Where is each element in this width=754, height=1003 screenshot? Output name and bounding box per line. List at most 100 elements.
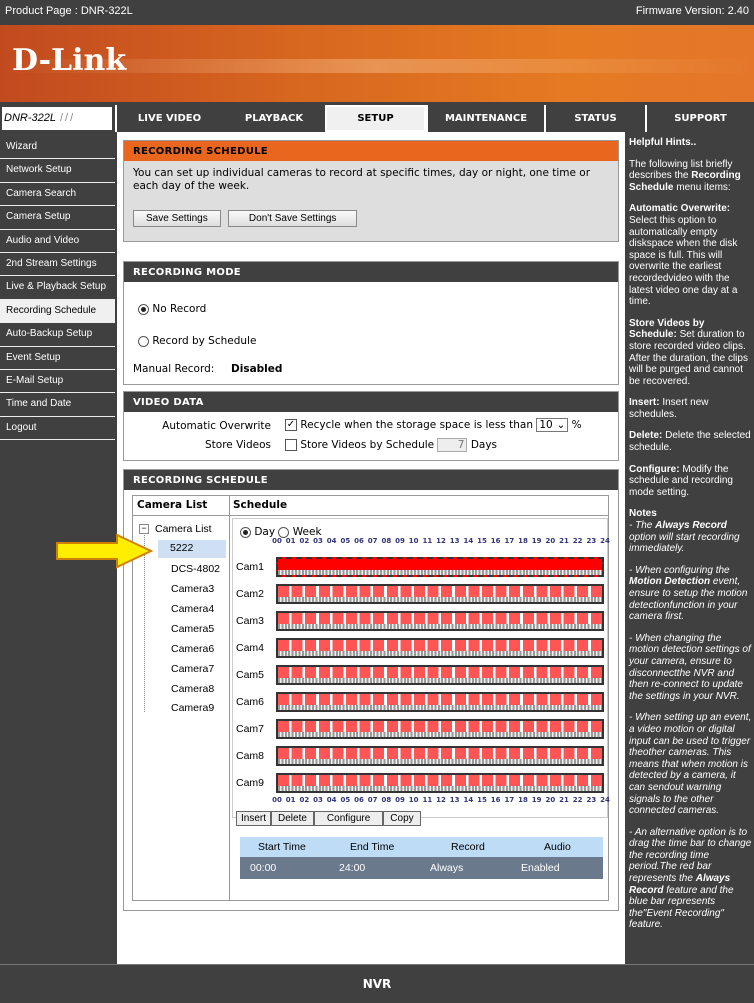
hour-tick: 02	[299, 537, 310, 545]
cell-audio: Enabled	[521, 862, 560, 874]
camera-item[interactable]: Camera5	[171, 623, 215, 635]
intro-panel: RECORDING SCHEDULE You can set up indivi…	[123, 140, 619, 242]
hour-tick: 15	[477, 537, 487, 545]
sidebar-item-audio-video[interactable]: Audio and Video	[0, 230, 115, 253]
sidebar-item-event-setup[interactable]: Event Setup	[0, 347, 115, 370]
time-bar-cam7[interactable]	[276, 719, 604, 739]
camera-item[interactable]: Camera9	[171, 702, 215, 714]
hour-tick: 01	[285, 537, 296, 545]
hints-title: Helpful Hints..	[629, 137, 697, 148]
time-bar-cam1[interactable]	[276, 557, 604, 577]
store-videos-label: Store Videos	[205, 439, 271, 451]
day-label: Day	[254, 526, 276, 538]
hour-tick: 03	[313, 537, 323, 545]
hour-tick: 24	[600, 537, 610, 545]
hint-overwrite: Automatic Overwrite: Select this option …	[629, 203, 738, 308]
hour-tick: 23	[586, 537, 597, 545]
chevron-down-icon: ⌄	[556, 419, 566, 431]
dont-save-settings-button[interactable]: Don't Save Settings	[227, 210, 358, 227]
tab-live-video[interactable]: LIVE VIDEO	[115, 105, 222, 132]
col-record: Record	[451, 841, 485, 853]
top-nav: DNR-322L/// LIVE VIDEO PLAYBACK SETUP MA…	[0, 105, 754, 132]
configure-button[interactable]: Configure	[313, 811, 384, 826]
hour-tick: 06	[354, 537, 364, 545]
banner: D-Link	[0, 25, 754, 102]
footer: NVR	[0, 964, 754, 1002]
sidebar-item-auto-backup[interactable]: Auto-Backup Setup	[0, 323, 115, 347]
collapse-icon[interactable]: −	[139, 524, 149, 534]
sidebar-item-2nd-stream[interactable]: 2nd Stream Settings	[0, 253, 115, 277]
camera-item-selected[interactable]: 5222	[158, 540, 226, 558]
delete-button[interactable]: Delete	[271, 811, 314, 826]
days-input[interactable]: 7	[437, 438, 468, 452]
manual-record-value: Disabled	[231, 363, 283, 375]
hour-tick: 00	[272, 796, 282, 804]
camera-item[interactable]: Camera7	[171, 663, 215, 675]
time-bar-cam3[interactable]	[276, 611, 604, 631]
hour-tick: 21	[559, 796, 569, 804]
hour-tick: 04	[326, 537, 337, 545]
tab-maintenance[interactable]: MAINTENANCE	[426, 105, 544, 132]
record-by-schedule-radio[interactable]	[138, 335, 149, 347]
sidebar-item-live-playback[interactable]: Live & Playback Setup	[0, 276, 115, 300]
save-settings-button[interactable]: Save Settings	[133, 210, 221, 227]
yellow-arrow-icon	[56, 533, 154, 569]
hint-intro: The following list briefly describes the…	[629, 158, 741, 193]
camera-item[interactable]: DCS-4802	[171, 563, 221, 575]
camera-item[interactable]: Camera3	[171, 583, 215, 595]
col-start-time: Start Time	[258, 841, 306, 853]
no-record-radio[interactable]	[138, 303, 149, 315]
hour-tick: 08	[381, 796, 392, 804]
sidebar-item-recording-schedule[interactable]: Recording Schedule	[0, 299, 115, 324]
copy-button[interactable]: Copy	[383, 811, 421, 826]
camera-item[interactable]: Camera8	[171, 683, 215, 695]
day-radio[interactable]	[240, 526, 251, 538]
video-data-panel: VIDEO DATA Automatic Overwrite ✓ Recycle…	[123, 391, 619, 461]
recycle-checkbox[interactable]: ✓	[285, 419, 297, 431]
camera-item[interactable]: Camera4	[171, 603, 215, 615]
percent-select[interactable]: 10 ⌄	[536, 418, 569, 432]
hour-tick: 14	[463, 796, 474, 804]
sidebar-item-time-date[interactable]: Time and Date	[0, 393, 115, 417]
sidebar-item-email-setup[interactable]: E-Mail Setup	[0, 370, 115, 394]
cam-label: Cam1	[236, 561, 265, 573]
time-bar-cam4[interactable]	[276, 638, 604, 658]
recording-mode-title: RECORDING MODE	[124, 262, 618, 282]
hint-notes: Notes	[629, 508, 657, 520]
time-bar-cam5[interactable]	[276, 665, 604, 685]
manual-record-label: Manual Record:	[133, 363, 215, 375]
store-videos-checkbox[interactable]	[285, 439, 297, 451]
tab-status[interactable]: STATUS	[544, 105, 645, 132]
no-record-label: No Record	[152, 303, 207, 315]
hour-tick: 16	[490, 537, 501, 545]
sidebar-item-network-setup[interactable]: Network Setup	[0, 159, 115, 183]
hour-tick: 18	[518, 796, 528, 804]
time-bar-cam2[interactable]	[276, 584, 604, 604]
tree-root[interactable]: Camera List	[155, 523, 212, 535]
time-bar-cam9[interactable]	[276, 773, 604, 793]
hour-tick: 17	[504, 796, 515, 804]
camera-item[interactable]: Camera6	[171, 643, 215, 655]
hour-tick: 13	[449, 796, 460, 804]
note-3: - When changing the motion detection set…	[629, 632, 751, 702]
week-radio[interactable]	[278, 526, 290, 538]
product-page-label: Product Page : DNR-322L	[5, 5, 133, 17]
tab-setup[interactable]: SETUP	[325, 105, 426, 132]
recycle-label: Recycle when the storage space is less t…	[300, 419, 533, 431]
sidebar-item-logout[interactable]: Logout	[0, 417, 115, 441]
percent-unit: %	[571, 419, 582, 431]
hour-tick: 12	[436, 537, 446, 545]
time-bar-cam6[interactable]	[276, 692, 604, 712]
cam-label: Cam4	[236, 642, 265, 654]
sidebar-item-camera-search[interactable]: Camera Search	[0, 183, 115, 207]
store-videos-text: Store Videos by Schedule	[300, 439, 435, 451]
table-row[interactable]: 00:00 24:00 Always Enabled	[240, 857, 603, 879]
tab-playback[interactable]: PLAYBACK	[244, 113, 304, 124]
hour-tick: 04	[326, 796, 337, 804]
sidebar-item-camera-setup[interactable]: Camera Setup	[0, 206, 115, 230]
time-bar-cam8[interactable]	[276, 746, 604, 766]
sidebar-item-wizard[interactable]: Wizard	[0, 136, 115, 160]
tab-support[interactable]: SUPPORT	[645, 105, 754, 132]
insert-button[interactable]: Insert	[236, 811, 272, 826]
hour-tick: 24	[600, 796, 610, 804]
